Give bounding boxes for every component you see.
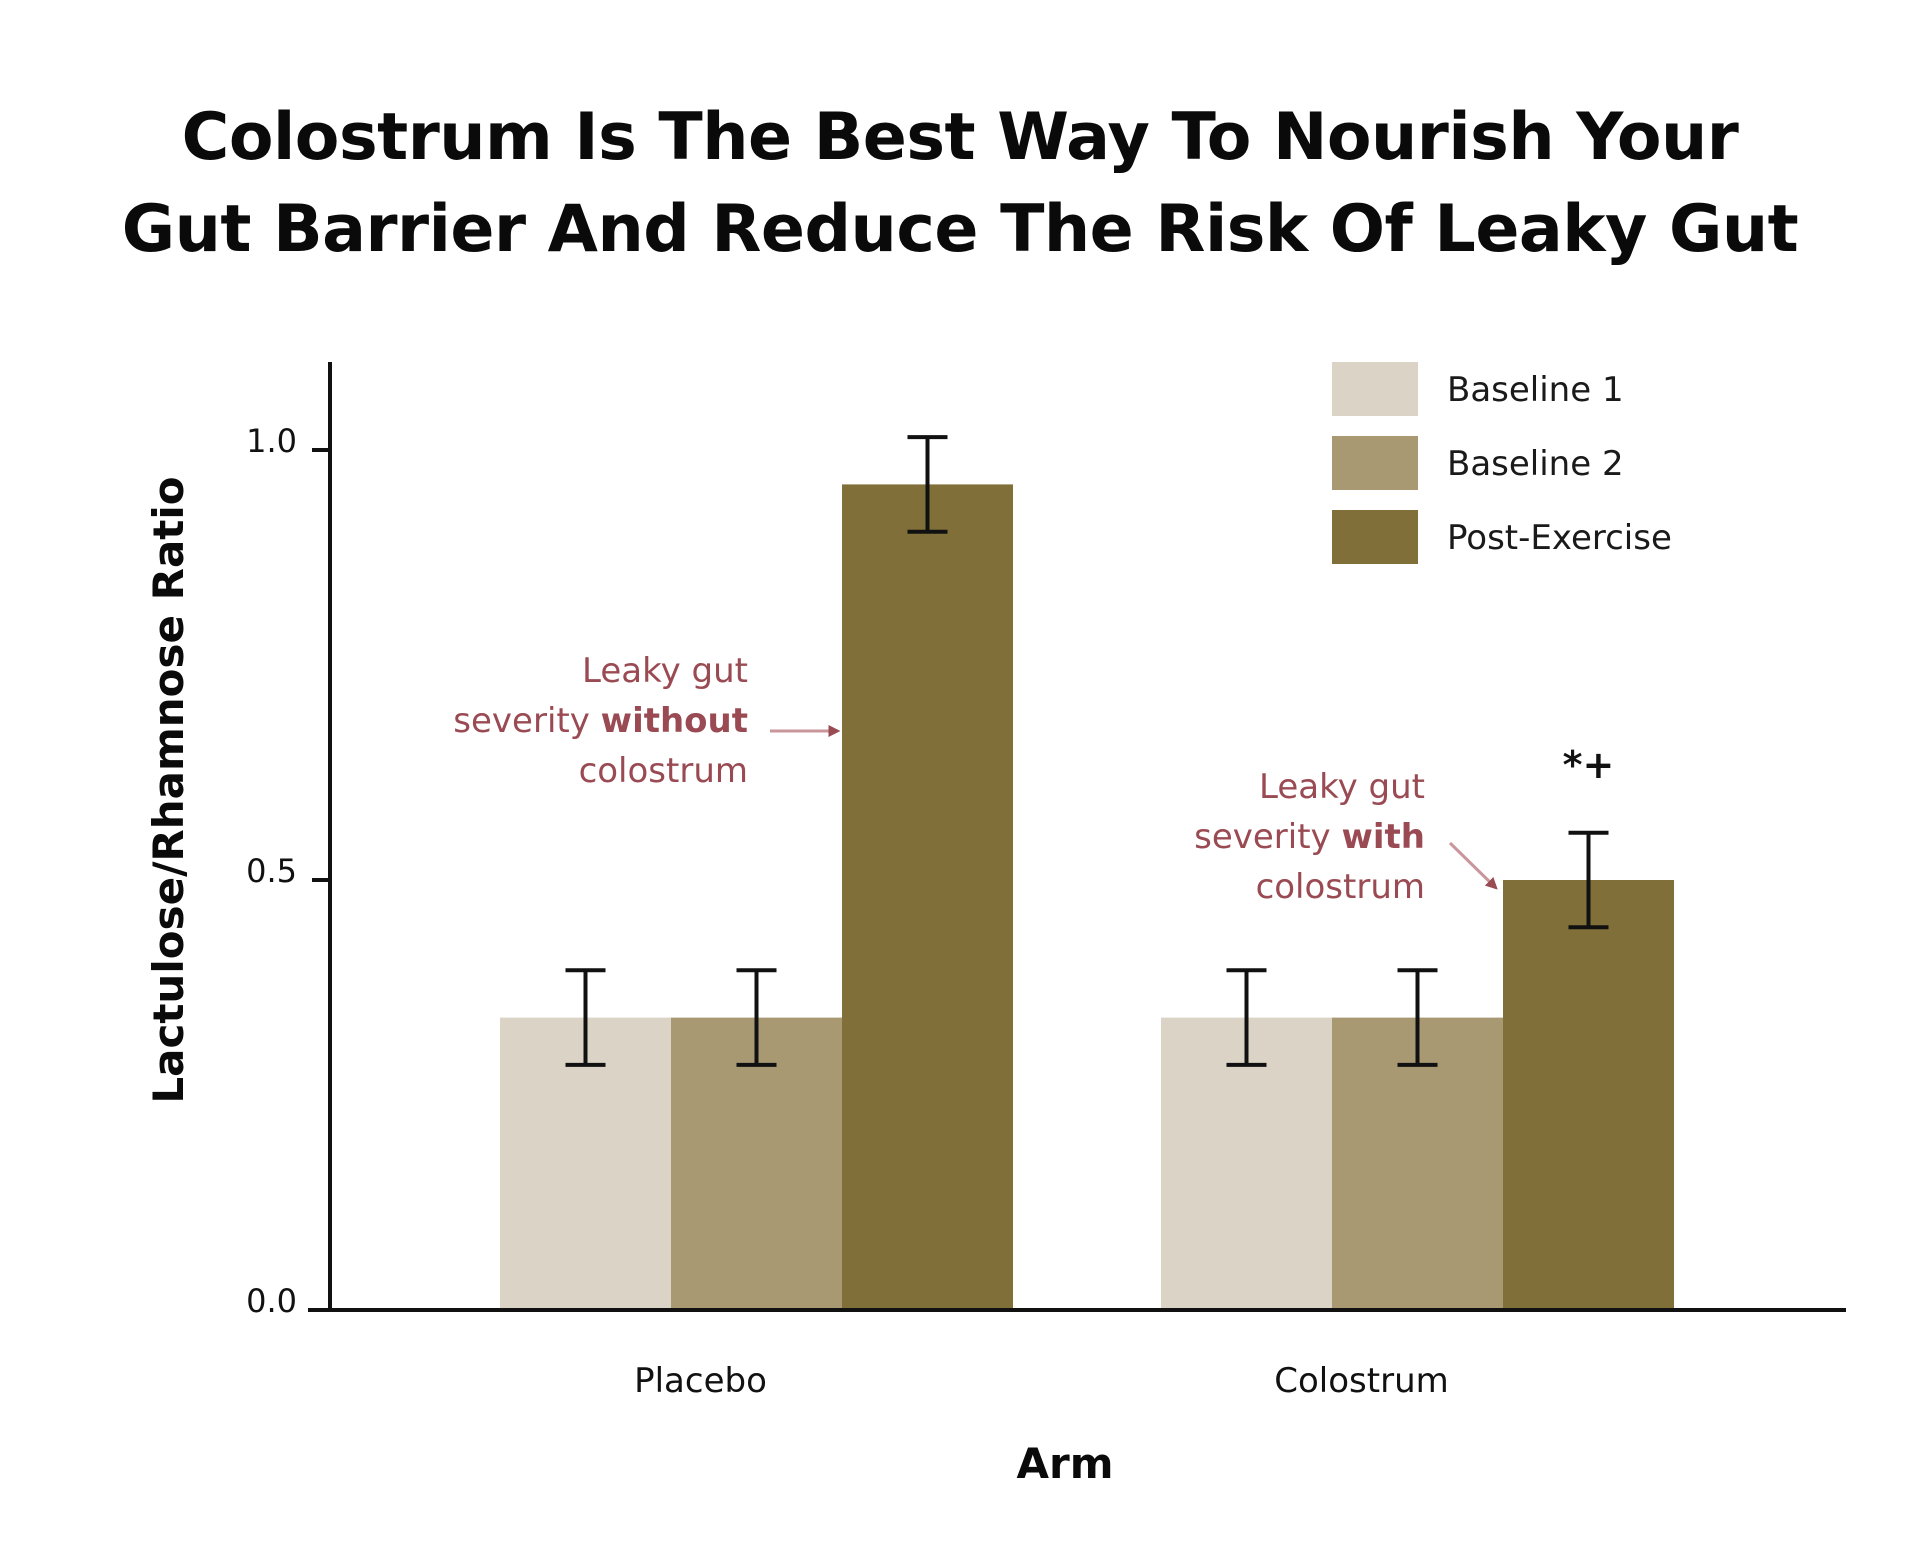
axes-layer <box>308 362 1846 1312</box>
annotation-colostrum-line-2: severity with <box>1194 817 1425 857</box>
annotation-text: colostrum <box>579 751 748 791</box>
annotation-placebo: Leaky gut severity without colostrum <box>453 651 841 791</box>
error-bar-colostrum-baseline-2 <box>1397 968 1438 1067</box>
legend: Baseline 1 Baseline 2 Post-Exercise <box>1332 362 1672 564</box>
legend-swatch-2 <box>1332 436 1418 490</box>
x-tick-label-colostrum: Colostrum <box>1274 1361 1448 1401</box>
legend-swatch-1 <box>1332 362 1418 416</box>
y-tick-label: 0.0 <box>246 1282 297 1320</box>
annotation-colostrum-line-1: Leaky gut <box>1259 767 1425 807</box>
chart-title: Colostrum Is The Best Way To Nourish You… <box>0 92 1920 276</box>
annotation-text: colostrum <box>1256 867 1425 907</box>
significance-marker: *+ <box>1563 743 1615 787</box>
annotation-text: Leaky gut <box>1259 767 1425 807</box>
error-bars-layer <box>565 435 1609 1067</box>
y-axis-title: Lactulose/Rhamnose Ratio <box>144 476 193 1103</box>
error-bar-colostrum-post-exercise <box>1568 830 1609 930</box>
x-tick-label-placebo: Placebo <box>634 1361 767 1401</box>
annotation-text: severity <box>1194 817 1341 857</box>
legend-label-1: Baseline 1 <box>1447 370 1624 410</box>
error-bar-colostrum-baseline-1 <box>1226 968 1267 1067</box>
y-tick-label: 1.0 <box>246 422 297 460</box>
error-bar-placebo-post-exercise <box>907 435 948 534</box>
x-categories-layer: Placebo Colostrum <box>634 1361 1449 1401</box>
annotation-text: Leaky gut <box>582 651 748 691</box>
annotation-colostrum: Leaky gut severity with colostrum <box>1194 767 1498 907</box>
legend-swatch-3 <box>1332 510 1418 564</box>
error-bar-placebo-baseline-2 <box>736 968 777 1067</box>
legend-label-2: Baseline 2 <box>1447 444 1624 484</box>
chart-title-line-1: Colostrum Is The Best Way To Nourish You… <box>181 100 1739 175</box>
annotation-placebo-line-1: Leaky gut <box>582 651 748 691</box>
annotation-colostrum-arrow <box>1448 841 1498 890</box>
y-tick-label: 0.5 <box>246 852 297 890</box>
annotation-emphasis: with <box>1341 817 1425 857</box>
x-axis-title: Arm <box>1017 1439 1114 1488</box>
annotation-colostrum-line-3: colostrum <box>1256 867 1425 907</box>
bars-layer <box>500 484 1674 1310</box>
annotation-emphasis: without <box>601 701 748 741</box>
annotation-text: severity <box>453 701 600 741</box>
chart-title-line-2: Gut Barrier And Reduce The Risk Of Leaky… <box>121 192 1799 267</box>
bar-colostrum-post-exercise <box>1503 880 1674 1310</box>
error-bar-placebo-baseline-1 <box>565 968 606 1067</box>
legend-label-3: Post-Exercise <box>1447 518 1672 558</box>
annotation-placebo-line-2: severity without <box>453 701 748 741</box>
annotation-placebo-line-3: colostrum <box>579 751 748 791</box>
bar-placebo-post-exercise <box>842 484 1013 1310</box>
y-ticks-layer: 0.0 0.5 1.0 <box>246 422 330 1320</box>
